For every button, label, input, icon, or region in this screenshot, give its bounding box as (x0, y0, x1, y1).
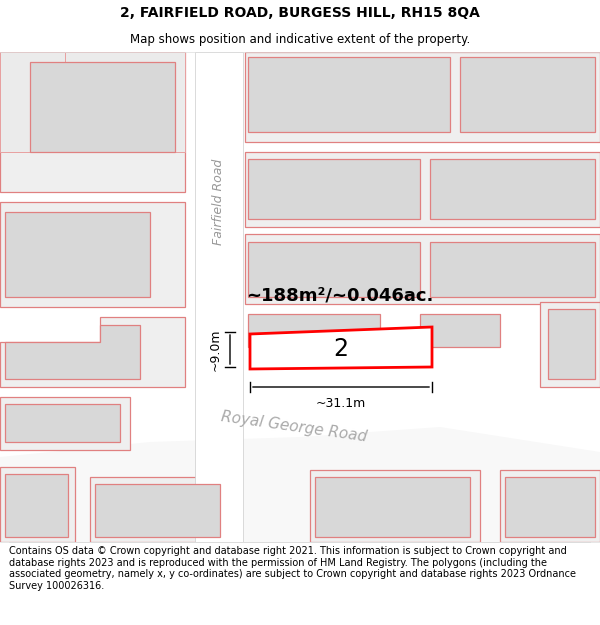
Polygon shape (0, 317, 185, 387)
Polygon shape (460, 57, 595, 132)
Polygon shape (5, 474, 68, 537)
Text: ~9.0m: ~9.0m (209, 328, 222, 371)
Polygon shape (5, 325, 140, 379)
Polygon shape (0, 397, 130, 450)
Text: Contains OS data © Crown copyright and database right 2021. This information is : Contains OS data © Crown copyright and d… (9, 546, 576, 591)
Text: Royal George Road: Royal George Road (220, 409, 368, 444)
Polygon shape (245, 52, 600, 142)
Polygon shape (548, 309, 595, 379)
Polygon shape (420, 314, 500, 347)
Polygon shape (5, 212, 150, 297)
Polygon shape (95, 484, 220, 537)
Polygon shape (248, 57, 450, 132)
Text: ~188m²/~0.046ac.: ~188m²/~0.046ac. (247, 286, 434, 304)
Polygon shape (0, 202, 185, 307)
Text: Map shows position and indicative extent of the property.: Map shows position and indicative extent… (130, 32, 470, 46)
Text: 2: 2 (334, 338, 349, 361)
Polygon shape (505, 477, 595, 537)
Polygon shape (90, 477, 230, 542)
Polygon shape (315, 477, 470, 537)
Polygon shape (248, 314, 380, 347)
Polygon shape (0, 467, 75, 542)
Text: 2, FAIRFIELD ROAD, BURGESS HILL, RH15 8QA: 2, FAIRFIELD ROAD, BURGESS HILL, RH15 8Q… (120, 6, 480, 20)
Polygon shape (65, 52, 185, 152)
Polygon shape (540, 302, 600, 387)
Polygon shape (0, 52, 65, 152)
Polygon shape (430, 159, 595, 219)
Text: Fairfield Road: Fairfield Road (212, 159, 226, 245)
Polygon shape (5, 404, 120, 442)
Polygon shape (430, 242, 595, 297)
Polygon shape (248, 159, 420, 219)
Polygon shape (500, 470, 600, 542)
Polygon shape (195, 52, 243, 542)
Polygon shape (0, 52, 185, 192)
Polygon shape (0, 427, 600, 542)
Polygon shape (310, 470, 480, 542)
Polygon shape (245, 152, 600, 227)
Polygon shape (248, 242, 420, 297)
Text: ~31.1m: ~31.1m (316, 397, 366, 410)
Polygon shape (245, 234, 600, 304)
Polygon shape (250, 327, 432, 369)
Polygon shape (30, 62, 175, 152)
